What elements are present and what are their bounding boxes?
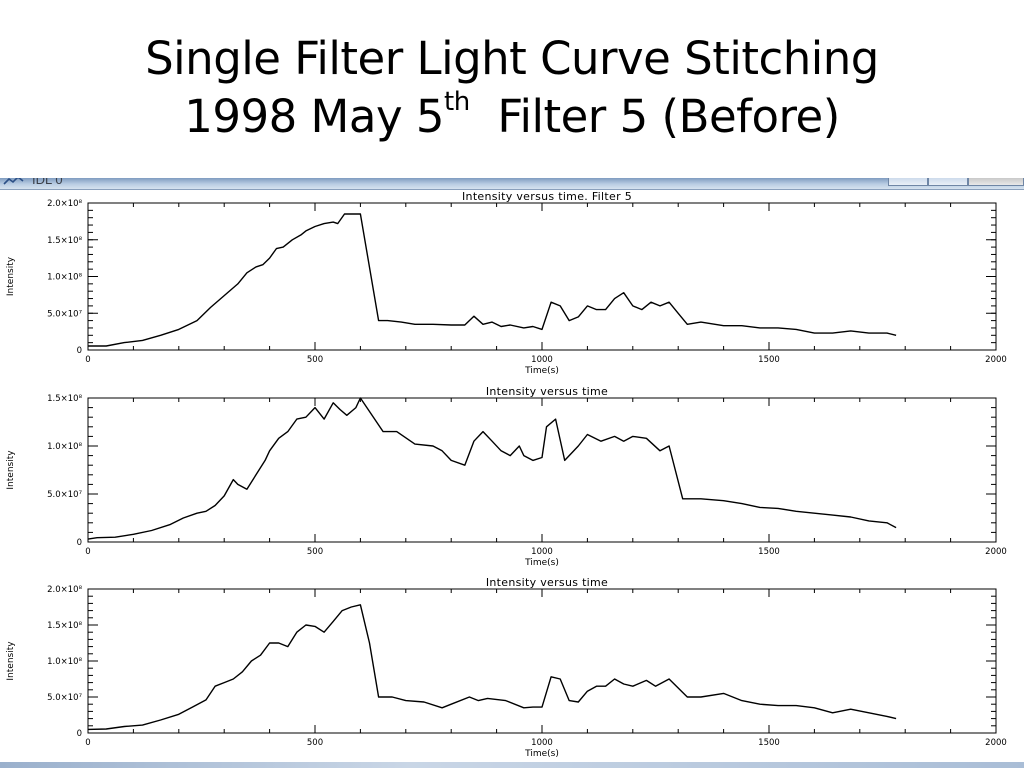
x-tick-label: 2000 — [985, 355, 1007, 365]
idl-app-icon — [3, 178, 24, 185]
slide-title: Single Filter Light Curve Stitching 1998… — [0, 30, 1024, 146]
x-axis-label-2: Time(s) — [524, 558, 559, 568]
y-tick-label: 1.5×10⁸ — [47, 236, 82, 246]
y-tick-label: 2.0×10⁸ — [47, 585, 82, 595]
x-tick-label: 0 — [85, 355, 90, 365]
y-tick-label: 5.0×10⁷ — [47, 309, 82, 319]
window-titlebar[interactable]: IDL 0 — [0, 178, 1024, 190]
slide-title-date: 1998 May 5 — [184, 90, 445, 143]
slide-title-line2: 1998 May 5th Filter 5 (Before) — [0, 88, 1024, 146]
x-tick-label: 1000 — [531, 355, 553, 365]
y-tick-label: 2.0×10⁸ — [47, 199, 82, 209]
y-axis-label-2: Intensity — [6, 450, 16, 490]
x-tick-label: 500 — [307, 738, 323, 748]
y-axis-label-1: Intensity — [6, 256, 16, 296]
maximize-icon[interactable] — [928, 178, 968, 186]
x-axis-label-1: Time(s) — [524, 366, 559, 376]
slide-title-ordinal: th — [444, 87, 470, 117]
window-bottom-border — [0, 762, 1024, 768]
plot-title-1: Intensity versus time. Filter 5 — [462, 190, 632, 203]
x-tick-label: 2000 — [985, 738, 1007, 748]
x-tick-label: 0 — [85, 738, 90, 748]
x-tick-label: 1000 — [531, 547, 553, 557]
plot-title-3: Intensity versus time — [486, 576, 608, 589]
plot-frame-2 — [87, 397, 997, 543]
x-tick-label: 2000 — [985, 547, 1007, 557]
x-axis-label-3: Time(s) — [524, 749, 559, 759]
y-tick-label: 5.0×10⁷ — [47, 693, 82, 703]
y-tick-label: 1.5×10⁸ — [47, 621, 82, 631]
y-tick-label: 0 — [77, 538, 82, 548]
x-tick-label: 1500 — [758, 355, 780, 365]
x-tick-label: 1000 — [531, 738, 553, 748]
x-tick-label: 0 — [85, 547, 90, 557]
minimize-icon[interactable] — [888, 178, 928, 186]
y-tick-label: 0 — [77, 346, 82, 356]
light-curve-series-3 — [87, 604, 897, 731]
x-tick-label: 1500 — [758, 547, 780, 557]
x-tick-label: 1500 — [758, 738, 780, 748]
plot-title-2: Intensity versus time — [486, 385, 608, 398]
light-curve-series-2 — [87, 397, 897, 540]
window-title: IDL 0 — [32, 178, 63, 187]
y-tick-label: 1.0×10⁸ — [47, 442, 82, 452]
light-curve-series-1 — [88, 213, 897, 347]
y-tick-label: 5.0×10⁷ — [47, 490, 82, 500]
y-axis-label-3: Intensity — [6, 641, 16, 681]
slide-title-line1: Single Filter Light Curve Stitching — [145, 32, 879, 85]
slide-title-filter: Filter 5 (Before) — [497, 90, 840, 143]
idl-window: IDL 0 — [0, 178, 1024, 768]
y-tick-label: 1.0×10⁸ — [47, 273, 82, 283]
x-tick-label: 500 — [307, 547, 323, 557]
y-tick-label: 1.0×10⁸ — [47, 657, 82, 667]
x-tick-label: 500 — [307, 355, 323, 365]
y-tick-label: 0 — [77, 729, 82, 739]
y-tick-label: 1.5×10⁸ — [47, 394, 82, 404]
